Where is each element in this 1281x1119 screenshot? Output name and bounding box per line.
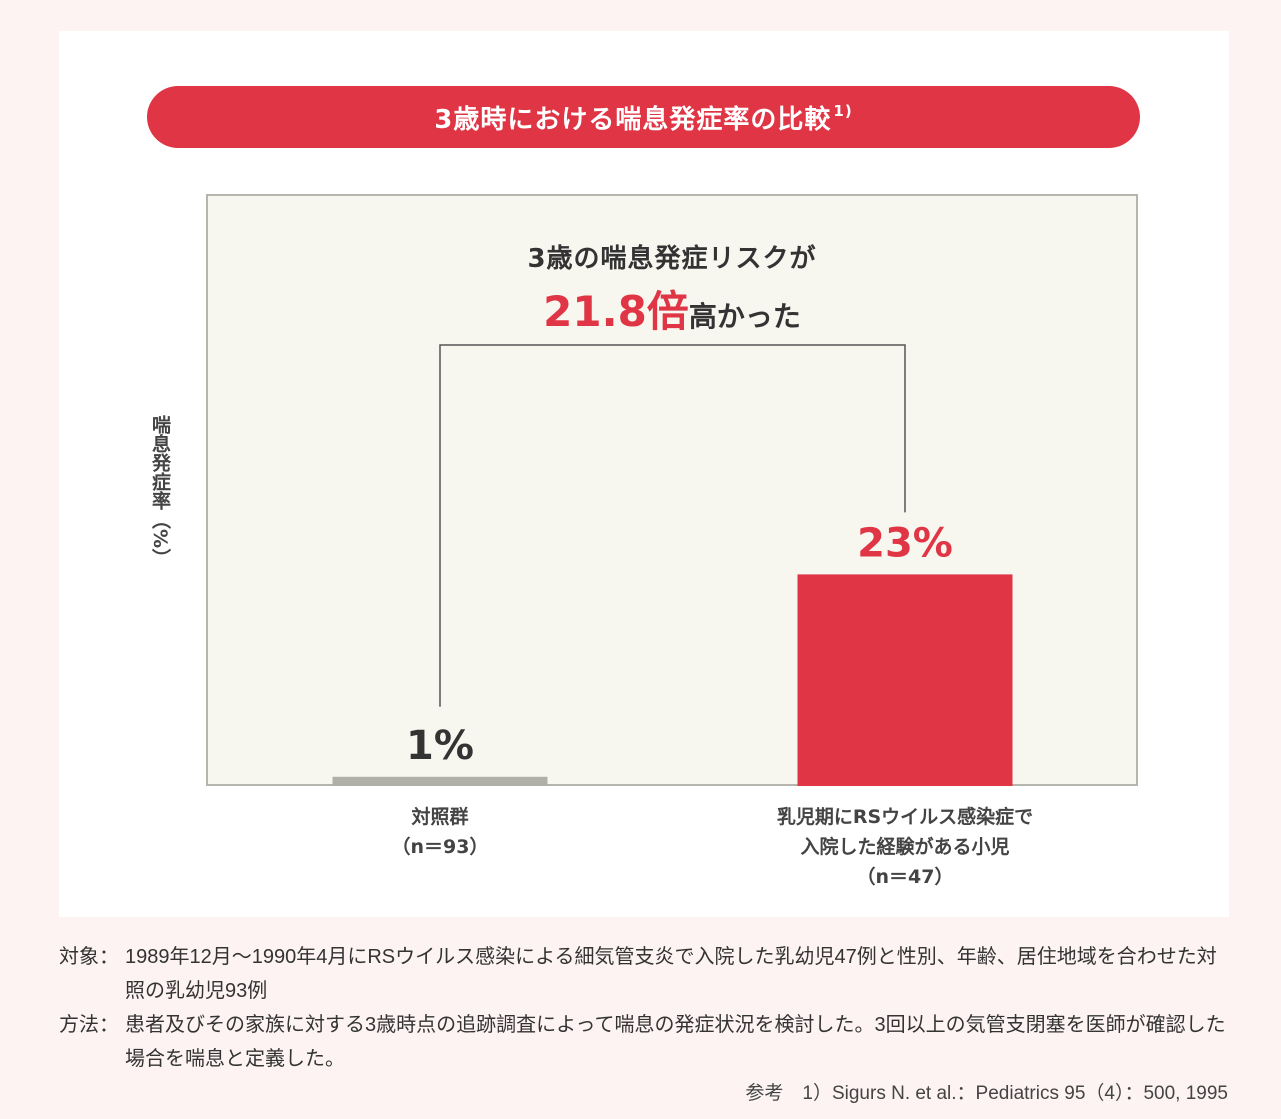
headline-line1: 3歳の喘息発症リスクが xyxy=(527,244,817,274)
note-method-text: 患者及びその家族に対する3歳時点の追跡調査によって喘息の発症状況を検討した。3回… xyxy=(125,1014,1226,1070)
note-method: 方法： 患者及びその家族に対する3歳時点の追跡調査によって喘息の発症状況を検討し… xyxy=(59,1008,1229,1076)
headline-ratio: 21.8倍 xyxy=(543,287,689,336)
category-label-line: （n＝47） xyxy=(856,866,954,888)
reference: 参考 1）Sigurs N. et al.：Pediatrics 95（4）：5… xyxy=(745,1083,1228,1104)
category-label-line: 乳児期にRSウイルス感染症で xyxy=(776,806,1034,828)
chart-title-reference: 1) xyxy=(833,102,853,120)
bar-rsv xyxy=(797,574,1013,786)
notes: 対象： 1989年12月～1990年4月にRSウイルス感染による細気管支炎で入院… xyxy=(59,940,1229,1076)
value-label-rsv: 23% xyxy=(857,520,953,566)
y-axis-label: 喘息発症率（%） xyxy=(149,415,171,568)
category-label-line: 対照群 xyxy=(411,806,469,828)
category-label-line: 入院した経験がある小児 xyxy=(800,836,1010,858)
note-method-key: 方法： xyxy=(59,1014,119,1036)
category-label-rsv: 乳児期にRSウイルス感染症で 入院した経験がある小児 （n＝47） xyxy=(705,802,1105,892)
value-label-control: 1% xyxy=(406,723,474,769)
category-label-line: （n＝93） xyxy=(391,836,489,858)
category-label-control: 対照群 （n＝93） xyxy=(300,802,580,862)
chart-title: 3歳時における喘息発症率の比較 1) xyxy=(147,86,1140,148)
bar-control xyxy=(332,776,548,786)
comparison-bracket xyxy=(439,344,906,707)
headline-line2: 21.8倍高かった xyxy=(206,278,1138,339)
chart-title-text: 3歳時における喘息発症率の比較 xyxy=(434,104,832,135)
headline-suffix: 高かった xyxy=(688,300,801,333)
note-subject: 対象： 1989年12月～1990年4月にRSウイルス感染による細気管支炎で入院… xyxy=(59,940,1229,1008)
note-subject-text: 1989年12月～1990年4月にRSウイルス感染による細気管支炎で入院した乳幼… xyxy=(125,946,1217,1002)
note-subject-key: 対象： xyxy=(59,946,119,968)
